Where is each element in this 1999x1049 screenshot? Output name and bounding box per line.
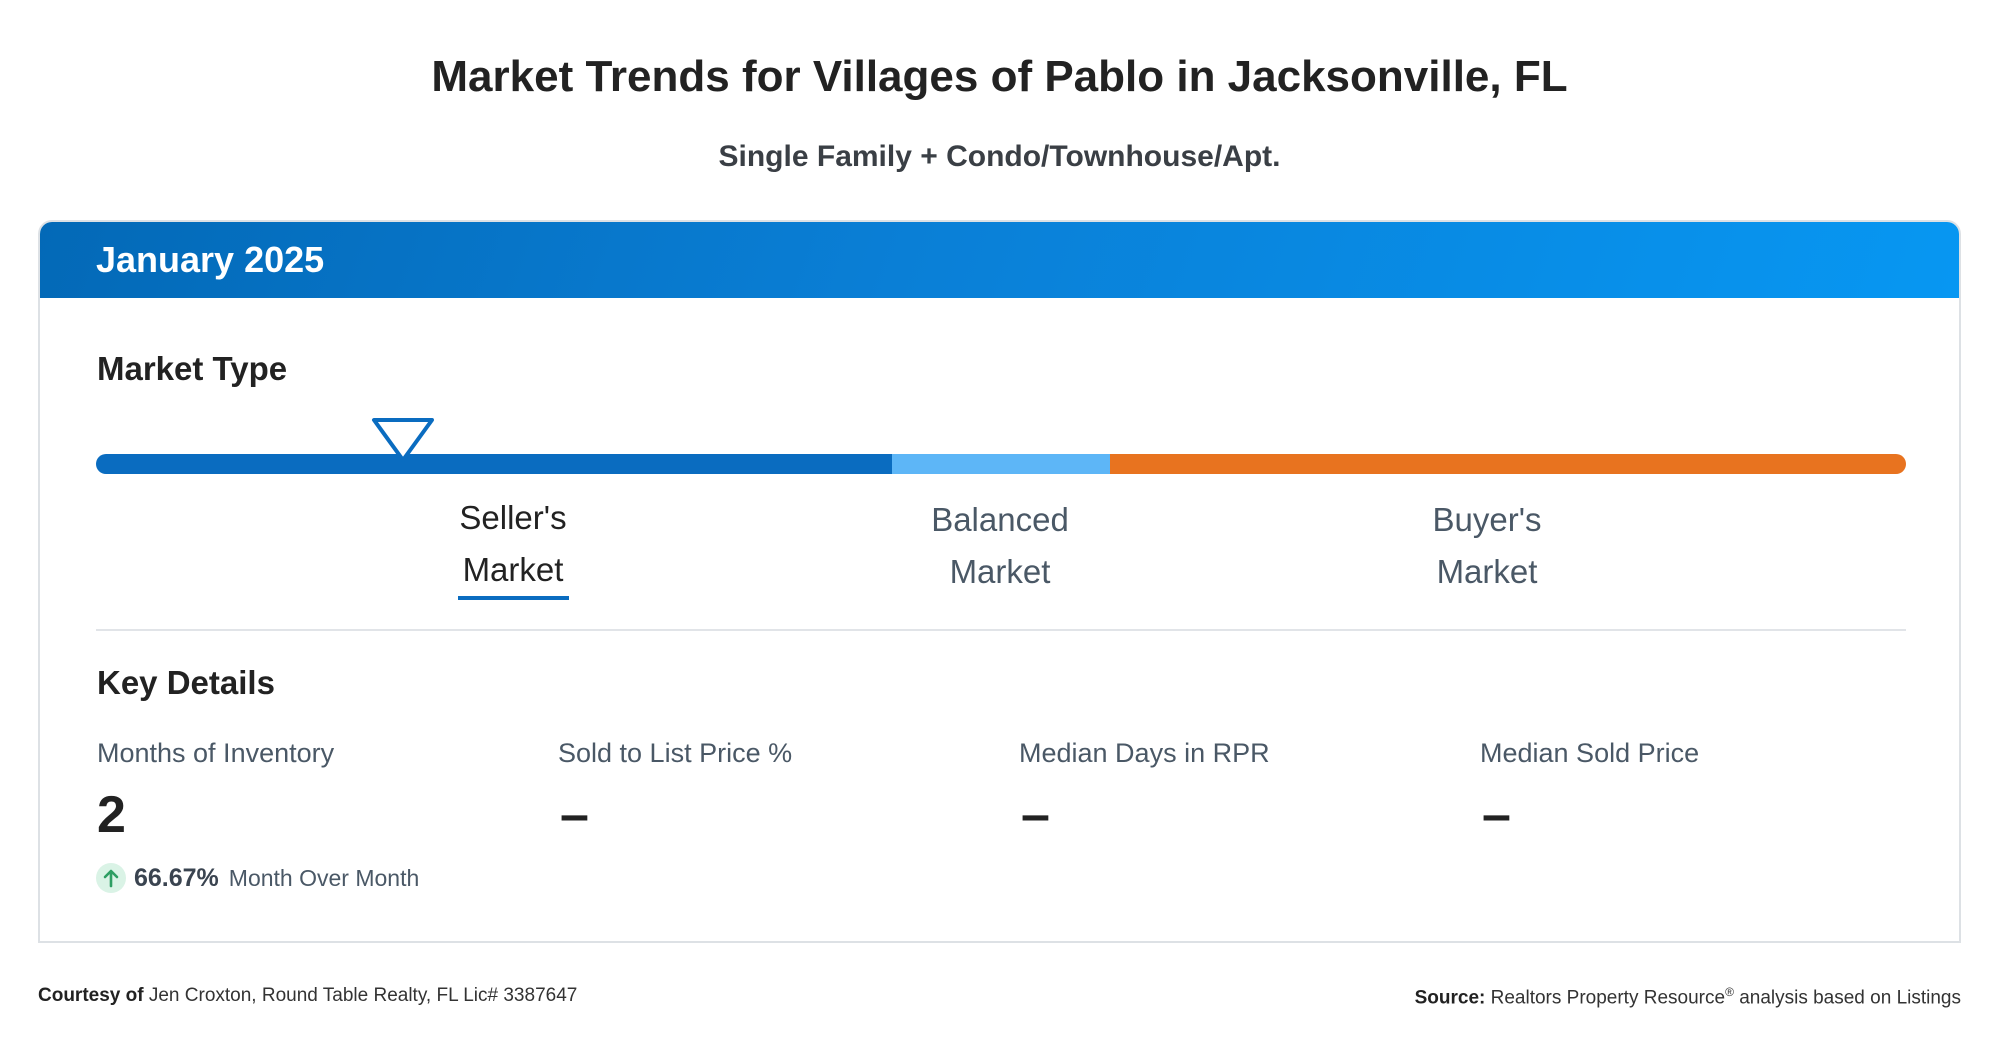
metric-value-median-days: – [1021, 786, 1050, 844]
balanced-market-label[interactable]: Balanced Market [900, 494, 1100, 598]
balanced-market-line2: Market [949, 553, 1051, 590]
active-market-underline [458, 596, 569, 600]
source-text: Realtors Property Resource [1490, 987, 1726, 1009]
buyers-market-line1: Buyer's [1432, 501, 1542, 538]
sellers-market-line1: Seller's [459, 499, 567, 536]
buyers-market-line2: Market [1436, 553, 1538, 590]
page-subtitle: Single Family + Condo/Townhouse/Apt. [718, 140, 1281, 173]
source-label: Source: [1414, 987, 1486, 1009]
section-divider [96, 629, 1906, 631]
buyers-market-bar [1110, 454, 1906, 474]
sellers-market-label[interactable]: Seller's Market [413, 492, 613, 596]
metric-label-sold-to-list: Sold to List Price % [558, 738, 793, 768]
month-over-month-change: 66.67% Month Over Month [96, 862, 419, 894]
change-text: Month Over Month [228, 864, 420, 891]
arrow-up-icon [96, 863, 126, 893]
market-type-heading: Market Type [97, 350, 288, 387]
metric-value-sold-to-list: – [560, 786, 589, 844]
courtesy-label: Courtesy of [38, 985, 144, 1006]
balanced-market-bar [892, 454, 1110, 474]
metric-value-months-inventory: 2 [97, 786, 126, 844]
sellers-market-bar [96, 454, 892, 474]
metric-value-median-sold-price: – [1482, 786, 1511, 844]
sellers-market-line2: Market [462, 551, 564, 588]
metric-label-months-inventory: Months of Inventory [97, 738, 335, 768]
page-title: Market Trends for Villages of Pablo in J… [431, 52, 1568, 101]
period-label: January 2025 [96, 239, 325, 280]
triangle-down-marker-icon [372, 418, 434, 462]
metric-label-median-days: Median Days in RPR [1019, 738, 1270, 768]
courtesy-text: Jen Croxton, Round Table Realty, FL Lic#… [148, 985, 578, 1006]
change-percent: 66.67% [134, 863, 219, 892]
courtesy-footer: Courtesy of Jen Croxton, Round Table Rea… [38, 985, 577, 1007]
key-details-heading: Key Details [97, 664, 275, 701]
buyers-market-label[interactable]: Buyer's Market [1387, 494, 1587, 598]
card-header: January 2025 [40, 222, 1959, 298]
source-suffix: analysis based on Listings [1739, 987, 1961, 1009]
balanced-market-line1: Balanced [931, 501, 1069, 538]
metric-label-median-sold-price: Median Sold Price [1480, 738, 1700, 768]
source-footer: Source: Realtors Property Resource® anal… [1415, 985, 1961, 1009]
market-card: January 2025 [38, 220, 1961, 943]
registered-mark: ® [1725, 985, 1734, 999]
